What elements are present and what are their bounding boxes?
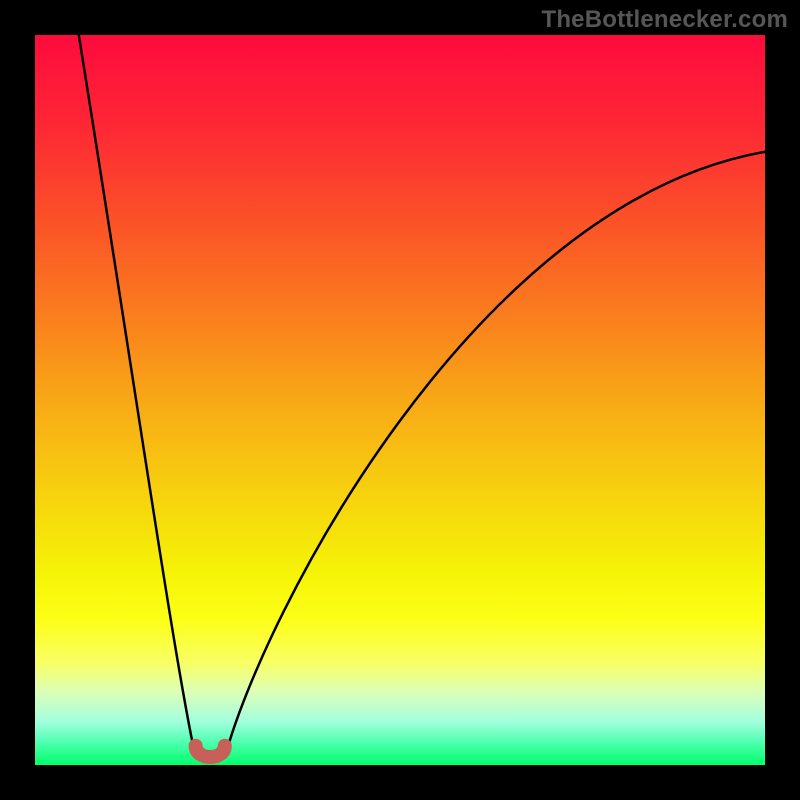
- bottleneck-curve: [35, 35, 765, 765]
- chart-frame: TheBottlenecker.com: [0, 0, 800, 800]
- plot-area: [35, 35, 765, 765]
- watermark-source: TheBottlenecker.com: [541, 6, 788, 34]
